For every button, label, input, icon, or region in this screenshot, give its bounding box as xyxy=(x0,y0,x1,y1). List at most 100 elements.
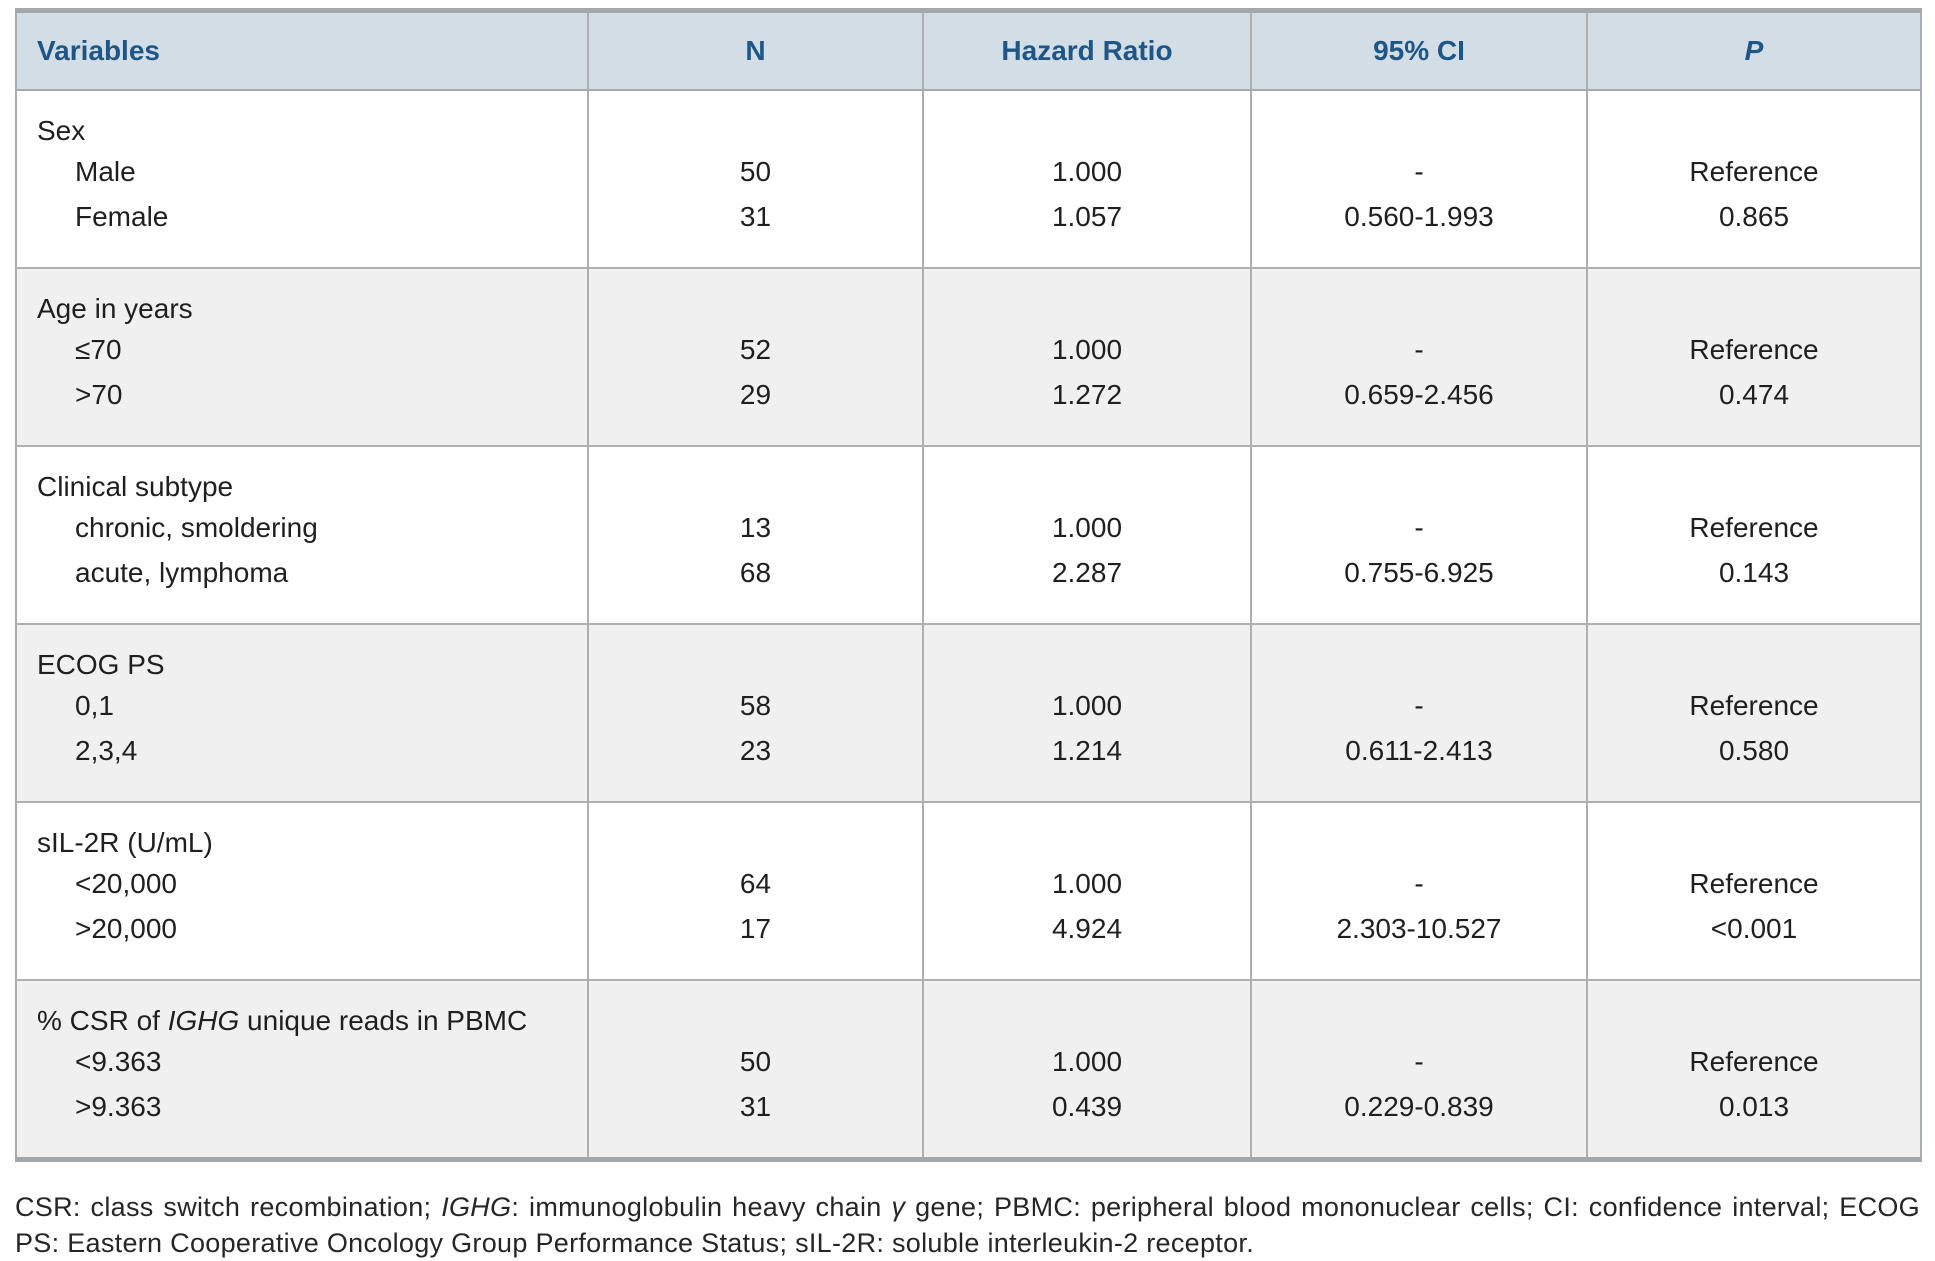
hazard-ratio-cell: 1.214 xyxy=(922,723,1251,802)
table-section: Sex Male 50 1.000- Reference Female 31 1.057 0.5… xyxy=(16,89,1921,268)
p-cell: Reference xyxy=(1586,333,1921,367)
p-cell: 0.143 xyxy=(1586,545,1921,624)
empty-cell xyxy=(1586,801,1921,867)
empty-cell xyxy=(922,979,1251,1045)
variable-group-cell: % CSR of IGHG unique reads in PBMC xyxy=(16,979,588,1045)
text: Sex xyxy=(37,114,86,146)
hazard-ratio-cell: 1.272 xyxy=(922,367,1251,446)
text: Age in years xyxy=(37,292,193,324)
text: ECOG PS xyxy=(37,648,165,680)
empty-cell xyxy=(1250,267,1587,333)
variable-cell: <20,000 xyxy=(75,868,177,899)
n-cell: 64 xyxy=(587,867,923,901)
col-header-95ci: 95% CI xyxy=(1250,10,1587,91)
variable-cell: >9.363 xyxy=(75,1091,162,1122)
p-cell: Reference xyxy=(1586,1045,1921,1079)
header-row: Variables N Hazard Ratio 95% CI P xyxy=(16,10,1921,91)
table-row: >70 29 1.272 0.659-2.456 0.474 xyxy=(16,367,1921,446)
p-cell: Reference xyxy=(1586,867,1921,901)
group-row: ECOG PS xyxy=(16,623,1921,689)
hazard-ratio-cell: 1.000 xyxy=(922,689,1251,723)
ci-cell: 0.229-0.839 xyxy=(1250,1079,1587,1160)
n-cell: 68 xyxy=(587,545,923,624)
table-section: Clinical subtype chronic, smoldering 13 1.0… xyxy=(16,445,1921,624)
table-row: 0,1 58 1.000- Reference xyxy=(16,689,1921,723)
empty-cell xyxy=(1586,267,1921,333)
empty-cell xyxy=(922,267,1251,333)
text: unique reads in PBMC xyxy=(239,1004,528,1036)
n-cell: 50 xyxy=(587,155,923,189)
col-header-hazard-ratio: Hazard Ratio xyxy=(922,10,1251,91)
hazard-ratio-cell: 1.000 xyxy=(922,511,1251,545)
empty-cell xyxy=(1250,89,1587,155)
variable-cell: ≤70 xyxy=(75,334,122,365)
table-row: <9.363 50 1.000- Reference xyxy=(16,1045,1921,1079)
table-section: Age in years ≤70 52 1.000- Reference >70 29 1.2… xyxy=(16,267,1921,446)
p-cell: Reference xyxy=(1586,511,1921,545)
text: Clinical subtype xyxy=(37,470,234,502)
variable-cell: >70 xyxy=(75,379,123,410)
variable-cell: >20,000 xyxy=(75,913,177,944)
table-row: chronic, smoldering 13 1.000- Reference xyxy=(16,511,1921,545)
group-row: Sex xyxy=(16,89,1921,155)
table-row: <20,000 64 1.000- Reference xyxy=(16,867,1921,901)
n-cell: 50 xyxy=(587,1045,923,1079)
empty-cell xyxy=(1250,445,1587,511)
ci-cell: 0.659-2.456 xyxy=(1250,367,1587,446)
text: CSR: class switch recombination; xyxy=(15,1192,442,1222)
empty-cell xyxy=(1586,445,1921,511)
table-row: >20,000 17 4.924 2.303-10.527 <0.001 xyxy=(16,901,1921,980)
empty-cell xyxy=(922,623,1251,689)
n-cell: 52 xyxy=(587,333,923,367)
p-cell: Reference xyxy=(1586,155,1921,189)
group-row: Clinical subtype xyxy=(16,445,1921,511)
empty-cell xyxy=(1250,979,1587,1045)
hazard-ratio-cell: 1.000 xyxy=(922,1045,1251,1079)
table-section: ECOG PS 0,1 58 1.000- Reference 2,3,4 23 1.214 0… xyxy=(16,623,1921,802)
ci-cell: - xyxy=(1250,333,1587,367)
hazard-ratio-cell: 1.000 xyxy=(922,155,1251,189)
group-row: Age in years xyxy=(16,267,1921,333)
variable-cell: <9.363 xyxy=(75,1046,162,1077)
variable-cell: acute, lymphoma xyxy=(75,557,289,588)
table-row: ≤70 52 1.000- Reference xyxy=(16,333,1921,367)
col-header-n: N xyxy=(587,10,923,91)
text: sIL-2R (U/mL) xyxy=(37,826,213,858)
col-header-variables: Variables xyxy=(16,10,588,91)
empty-cell xyxy=(1586,623,1921,689)
cox-regression-table: Variables N Hazard Ratio 95% CI P Sex Mal… xyxy=(15,8,1922,1162)
ci-cell: - xyxy=(1250,867,1587,901)
ci-cell: 0.611-2.413 xyxy=(1250,723,1587,802)
p-cell: 0.865 xyxy=(1586,189,1921,268)
n-cell: 31 xyxy=(587,1079,923,1160)
ci-cell: 0.755-6.925 xyxy=(1250,545,1587,624)
italic-text: γ xyxy=(891,1192,906,1222)
empty-cell xyxy=(922,89,1251,155)
variable-group-cell: Age in years xyxy=(16,267,588,333)
variable-cell: chronic, smoldering xyxy=(75,512,318,543)
empty-cell xyxy=(587,89,923,155)
variable-group-cell: Sex xyxy=(16,89,588,155)
italic-text: IGHG xyxy=(167,1004,240,1036)
group-row: % CSR of IGHG unique reads in PBMC xyxy=(16,979,1921,1045)
hazard-ratio-cell: 2.287 xyxy=(922,545,1251,624)
empty-cell xyxy=(587,623,923,689)
table-section: sIL-2R (U/mL) <20,000 64 1.000- Reference >20… xyxy=(16,801,1921,980)
table-row: Male 50 1.000- Reference xyxy=(16,155,1921,189)
variable-cell: Male xyxy=(75,156,136,187)
table-header: Variables N Hazard Ratio 95% CI P xyxy=(16,10,1921,91)
p-cell: 0.013 xyxy=(1586,1079,1921,1160)
n-cell: 58 xyxy=(587,689,923,723)
hazard-ratio-cell: 1.000 xyxy=(922,333,1251,367)
variable-cell: 0,1 xyxy=(75,690,114,721)
ci-cell: - xyxy=(1250,511,1587,545)
ci-cell: 0.560-1.993 xyxy=(1250,189,1587,268)
hazard-ratio-cell: 0.439 xyxy=(922,1079,1251,1160)
page: Variables N Hazard Ratio 95% CI P Sex Mal… xyxy=(15,8,1922,1258)
empty-cell xyxy=(1250,801,1587,867)
empty-cell xyxy=(1586,979,1921,1045)
p-cell: Reference xyxy=(1586,689,1921,723)
table-section: % CSR of IGHG unique reads in PBMC <9.363… xyxy=(16,979,1921,1160)
n-cell: 29 xyxy=(587,367,923,446)
empty-cell xyxy=(922,801,1251,867)
